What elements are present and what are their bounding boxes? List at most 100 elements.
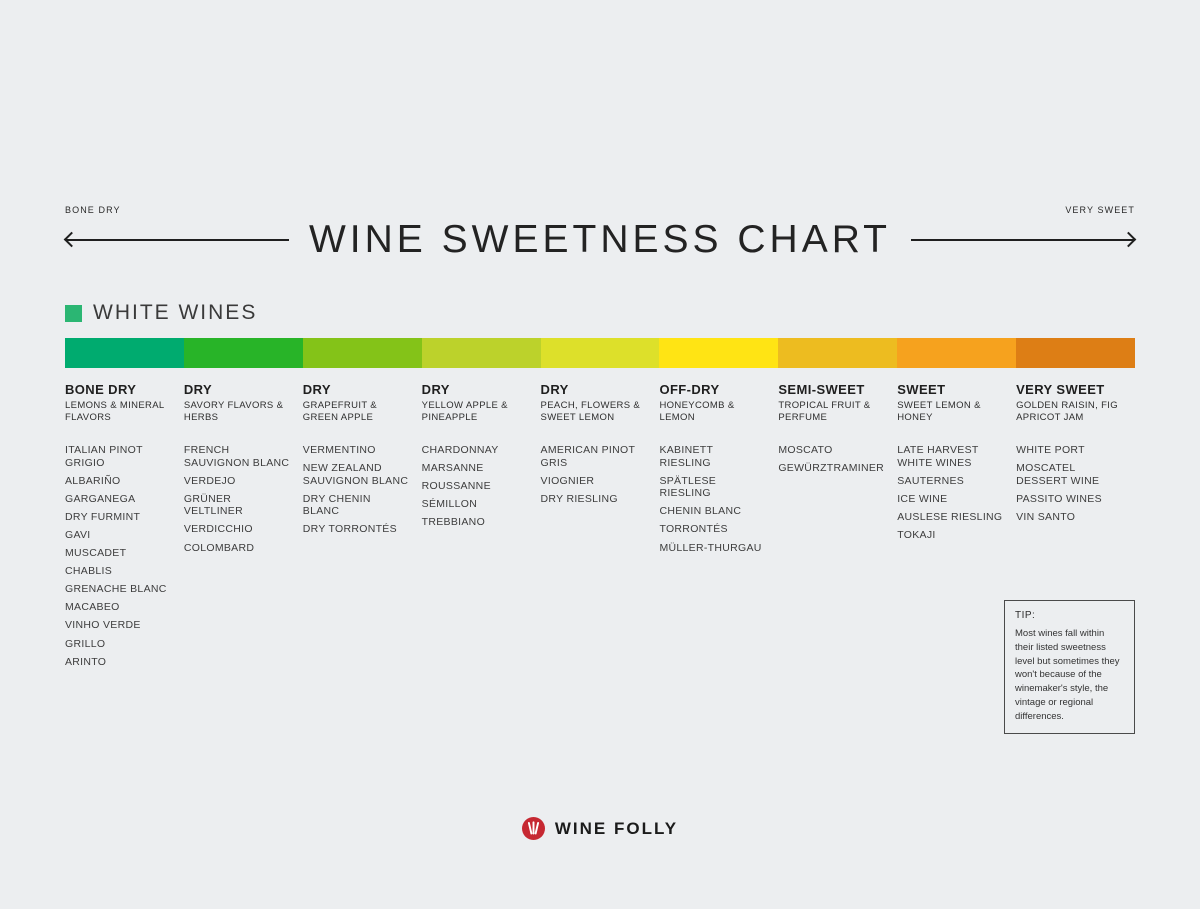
- wine-item: VIN SANTO: [1016, 510, 1076, 523]
- wine-item: SÉMILLON: [421, 498, 478, 511]
- wine-item: VIOGNIER: [540, 474, 595, 487]
- color-bar-segment: [540, 338, 660, 368]
- wine-item: MUSCADET: [65, 547, 127, 560]
- wine-folly-logo-icon: [521, 817, 545, 840]
- column-header: SWEET SWEET LEMON & HONEY: [897, 382, 1003, 444]
- color-bar-segment: [421, 338, 541, 368]
- column-header: DRY PEACH, FLOWERS & SWEET LEMON: [540, 382, 647, 444]
- wine-item: FRENCH SAUVIGNON BLANC: [183, 444, 290, 469]
- wine-item: GAVI: [65, 528, 91, 541]
- right-arrowhead-icon: [1120, 231, 1137, 248]
- wine-item: ARINTO: [65, 655, 107, 668]
- flavor-descriptor: YELLOW APPLE & PINEAPPLE: [421, 399, 508, 424]
- flavor-descriptor: LEMONS & MINERAL FLAVORS: [65, 399, 165, 424]
- column-header: BONE DRY LEMONS & MINERAL FLAVORS: [65, 382, 171, 444]
- wine-item: DRY CHENIN BLANC: [302, 492, 371, 518]
- wine-item: GEWÜRZTRAMINER: [778, 462, 885, 475]
- wine-column: VERY SWEET GOLDEN RAISIN, FIG APRICOT JAM…: [1016, 382, 1135, 674]
- wine-item: VERMENTINO: [302, 444, 376, 456]
- wine-item: MOSCATEL DESSERT WINE: [1016, 462, 1100, 487]
- page-title: WINE SWEETNESS CHART: [309, 218, 891, 261]
- color-bar-segment: [302, 338, 422, 368]
- wine-column: SWEET SWEET LEMON & HONEY LATE HARVEST WHI…: [897, 382, 1016, 674]
- wine-column: OFF-DRY HONEYCOMB & LEMON KABINETT RIESLIN…: [659, 382, 778, 674]
- axis-label-bone-dry: BONE DRY: [65, 205, 121, 215]
- wine-item: MARSANNE: [421, 462, 484, 475]
- color-bar-segment: [659, 338, 779, 368]
- sweetness-columns: BONE DRY LEMONS & MINERAL FLAVORS ITALIAN …: [65, 382, 1135, 674]
- wine-list: VERMENTINO NEW ZEALAND SAUVIGNON BLANC DRY…: [303, 444, 409, 536]
- wine-item: TORRONTÉS: [659, 523, 728, 536]
- wine-item: DRY TORRONTÉS: [302, 523, 397, 536]
- brand-name: WINE FOLLY: [554, 818, 679, 838]
- column-header: VERY SWEET GOLDEN RAISIN, FIG APRICOT JAM: [1016, 382, 1122, 444]
- wine-list: CHARDONNAY MARSANNE ROUSSANNE SÉMILLON TREBB…: [422, 444, 528, 529]
- wine-item: DRY RIESLING: [540, 492, 618, 505]
- wine-item: SPÄTLESE RIESLING: [659, 474, 717, 500]
- wine-item: CHENIN BLANC: [659, 505, 742, 518]
- tip-heading: TIP:: [1015, 610, 1036, 621]
- flavor-descriptor: PEACH, FLOWERS & SWEET LEMON: [540, 399, 641, 424]
- column-header: DRY SAVORY FLAVORS & HERBS: [183, 382, 290, 444]
- wine-list: MOSCATO GEWÜRZTRAMINER: [778, 444, 884, 475]
- wine-list: KABINETT RIESLING SPÄTLESE RIESLING CHENIN…: [659, 444, 765, 554]
- wine-item: GRILLO: [65, 637, 106, 650]
- wine-item: VERDICCHIO: [183, 523, 253, 536]
- wine-list: FRENCH SAUVIGNON BLANC VERDEJO GRÜNER VELT…: [184, 444, 290, 554]
- sweetness-level-label: DRY: [302, 382, 331, 397]
- wine-item: COLOMBARD: [183, 541, 255, 554]
- sweetness-level-label: DRY: [540, 382, 569, 397]
- column-header: SEMI-SWEET TROPICAL FRUIT & PERFUME: [778, 382, 884, 444]
- flavor-descriptor: HONEYCOMB & LEMON: [659, 399, 735, 424]
- wine-item: WHITE PORT: [1016, 444, 1085, 456]
- flavor-descriptor: TROPICAL FRUIT & PERFUME: [778, 399, 871, 424]
- sweetness-level-label: OFF-DRY: [659, 382, 720, 397]
- wine-item: CHABLIS: [65, 565, 113, 578]
- color-bar-segment: [65, 338, 184, 368]
- color-bar-segment: [183, 338, 303, 368]
- wine-item: MACABEO: [65, 601, 120, 614]
- wine-column: SEMI-SWEET TROPICAL FRUIT & PERFUME MOSCAT…: [778, 382, 897, 674]
- flavor-descriptor: GRAPEFRUIT & GREEN APPLE: [302, 399, 377, 424]
- wine-column: DRY YELLOW APPLE & PINEAPPLE CHARDONNAY MAR…: [421, 382, 541, 674]
- left-arrowhead-icon: [63, 231, 80, 248]
- axis-arrow-left: [63, 231, 289, 248]
- sweetness-color-bar: [65, 338, 1136, 368]
- wine-column: DRY PEACH, FLOWERS & SWEET LEMON AMERICAN …: [540, 382, 660, 674]
- wine-item: ITALIAN PINOT GRIGIO: [65, 444, 143, 469]
- sweetness-axis: WINE SWEETNESS CHART: [63, 218, 1137, 261]
- wine-list: ITALIAN PINOT GRIGIO ALBARIÑO GARGANEGA DRY…: [65, 444, 171, 668]
- color-bar-segment: [778, 338, 898, 368]
- sweetness-level-label: DRY: [421, 382, 450, 397]
- color-bar-segment: [1016, 338, 1136, 368]
- wine-item: TOKAJI: [897, 528, 936, 541]
- axis-label-very-sweet: VERY SWEET: [1065, 205, 1135, 215]
- wine-item: ICE WINE: [897, 492, 948, 505]
- wine-item: KABINETT RIESLING: [659, 444, 713, 469]
- sweetness-level-label: SEMI-SWEET: [778, 382, 865, 397]
- column-header: OFF-DRY HONEYCOMB & LEMON: [659, 382, 765, 444]
- wine-item: VERDEJO: [183, 474, 236, 487]
- tip-body: Most wines fall within their listed swee…: [1015, 628, 1120, 722]
- flavor-descriptor: GOLDEN RAISIN, FIG APRICOT JAM: [1016, 399, 1118, 424]
- wine-item: NEW ZEALAND SAUVIGNON BLANC: [302, 462, 409, 487]
- wine-list: AMERICAN PINOT GRIS VIOGNIER DRY RIESLING: [541, 444, 647, 505]
- flavor-descriptor: SAVORY FLAVORS & HERBS: [183, 399, 284, 424]
- wine-item: SAUTERNES: [897, 474, 965, 487]
- wine-item: MOSCATO: [778, 444, 833, 456]
- sweetness-level-label: BONE DRY: [65, 382, 137, 397]
- color-bar-segment: [897, 338, 1017, 368]
- wine-list: LATE HARVEST WHITE WINES SAUTERNES ICE WIN…: [897, 444, 1003, 542]
- wine-item: AUSLESE RIESLING: [897, 510, 1003, 523]
- axis-arrow-right: [911, 231, 1137, 248]
- flavor-descriptor: SWEET LEMON & HONEY: [897, 399, 981, 424]
- sweetness-level-label: SWEET: [897, 382, 946, 397]
- wine-item: CHARDONNAY: [421, 444, 499, 456]
- wine-item: DRY FURMINT: [65, 510, 141, 523]
- wine-item: PASSITO WINES: [1016, 492, 1102, 505]
- section-title: WHITE WINES: [93, 301, 258, 324]
- section-heading: WHITE WINES: [65, 301, 257, 325]
- wine-list: WHITE PORT MOSCATEL DESSERT WINE PASSITO W…: [1016, 444, 1122, 523]
- sweetness-level-label: DRY: [183, 382, 213, 397]
